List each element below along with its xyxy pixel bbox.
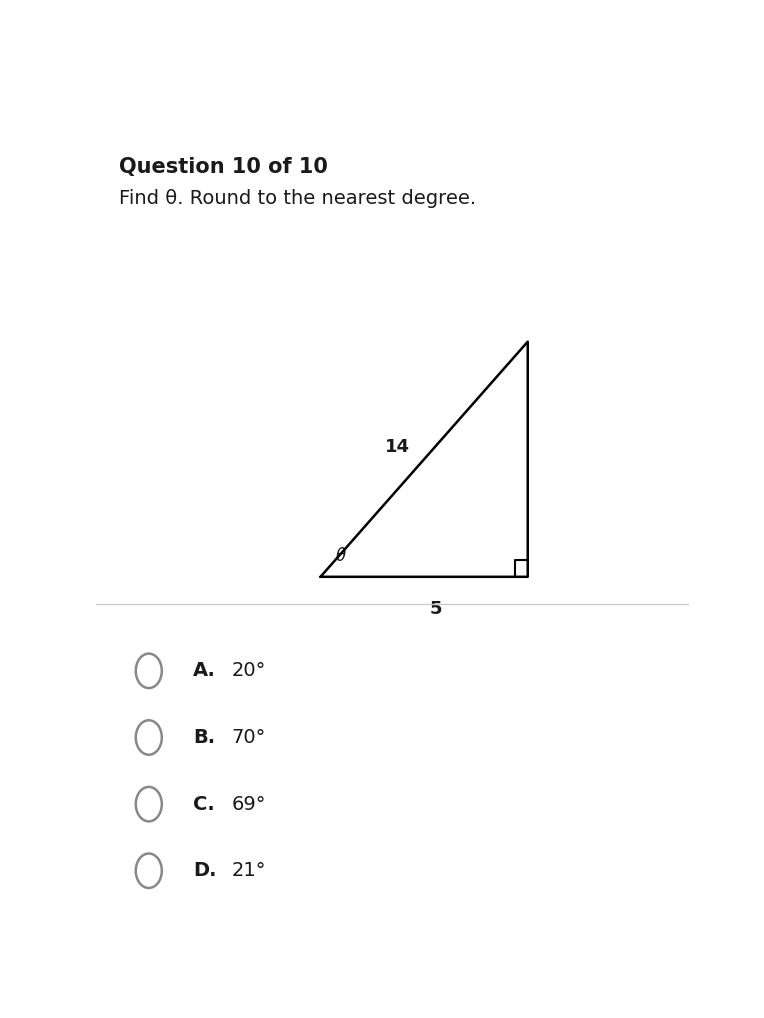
Text: 14: 14	[385, 439, 410, 456]
Text: C.: C.	[193, 795, 215, 813]
Text: 69°: 69°	[231, 795, 266, 813]
Text: θ: θ	[335, 547, 345, 565]
Text: 21°: 21°	[231, 861, 266, 881]
Text: 5: 5	[429, 601, 442, 618]
Text: D.: D.	[193, 861, 217, 881]
Text: 20°: 20°	[231, 662, 266, 680]
Text: Find θ. Round to the nearest degree.: Find θ. Round to the nearest degree.	[119, 188, 476, 208]
Text: Question 10 of 10: Question 10 of 10	[119, 158, 328, 177]
Text: A.: A.	[193, 662, 216, 680]
Text: B.: B.	[193, 728, 215, 747]
Text: 70°: 70°	[231, 728, 266, 747]
